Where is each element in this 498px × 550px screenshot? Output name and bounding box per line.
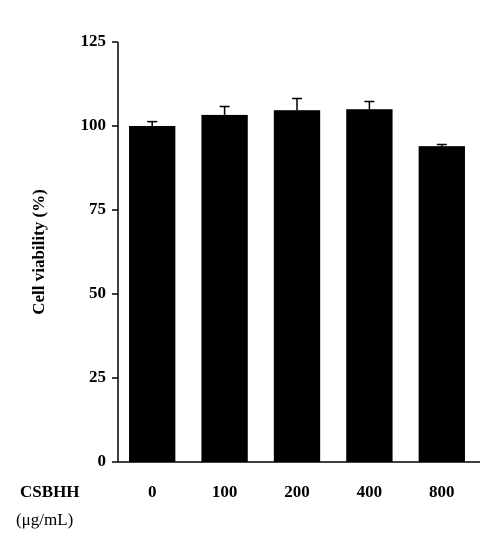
x-tick-label: 100 xyxy=(212,482,238,501)
y-tick-label: 25 xyxy=(89,367,106,386)
error-bar xyxy=(292,97,302,111)
y-tick-label: 125 xyxy=(81,31,107,50)
error-bar xyxy=(147,120,158,126)
bar xyxy=(129,126,176,462)
y-axis-label: Cell viability (%) xyxy=(29,189,48,315)
x-tick-label: 400 xyxy=(357,482,383,501)
y-tick-label: 100 xyxy=(81,115,107,134)
error-bar xyxy=(436,143,447,147)
bar xyxy=(273,110,321,462)
error-bar xyxy=(364,100,375,110)
x-tick-label: 200 xyxy=(284,482,310,501)
x-axis-unit: (μg/mL) xyxy=(16,510,73,529)
bar xyxy=(346,109,393,462)
bar xyxy=(418,146,465,462)
x-tick-label: 800 xyxy=(429,482,455,501)
bar xyxy=(201,114,248,463)
y-tick-label: 0 xyxy=(98,451,107,470)
x-tick-label: 0 xyxy=(148,482,157,501)
y-tick-label: 75 xyxy=(89,199,106,218)
error-bar xyxy=(219,105,230,115)
y-tick-label: 50 xyxy=(89,283,106,302)
x-axis-label: CSBHH xyxy=(20,482,80,501)
